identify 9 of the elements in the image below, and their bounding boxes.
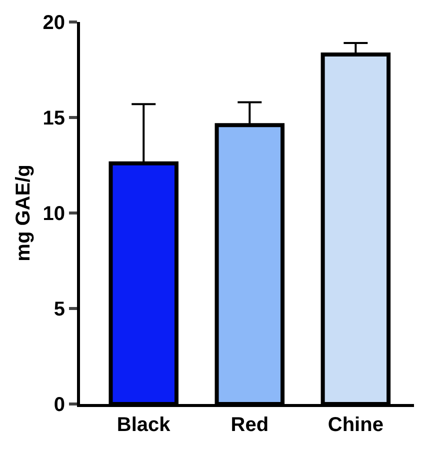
y-tick-label: 0 — [54, 394, 65, 416]
y-tick-label: 20 — [42, 12, 65, 34]
x-tick-label: Red — [230, 414, 269, 436]
y-axis-title: mg GAE/g — [12, 164, 34, 262]
y-tick-label: 15 — [42, 108, 65, 130]
x-tick-label: Chine — [328, 414, 384, 436]
y-tick-label: 5 — [54, 298, 65, 320]
x-tick-label: Black — [116, 414, 172, 436]
y-tick-label: 10 — [42, 203, 65, 225]
